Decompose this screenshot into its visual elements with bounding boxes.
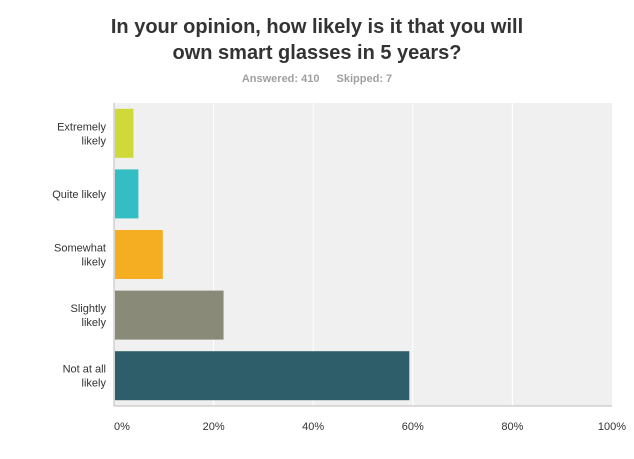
x-tick-label: 40%: [302, 421, 324, 433]
response-stats: Answered: 410 Skipped: 7: [0, 73, 634, 85]
answered-count: Answered: 410: [241, 73, 320, 85]
bar: [115, 230, 163, 279]
chart-title-line-1: In your opinion, how likely is it that y…: [110, 16, 524, 38]
y-category-label: Extremely: [57, 121, 106, 133]
y-category-label: Somewhat: [54, 243, 106, 255]
x-tick-label: 20%: [203, 421, 225, 433]
bar: [115, 108, 134, 158]
y-category-label: likely: [82, 317, 107, 329]
y-category-label: likely: [82, 378, 107, 390]
bar: [115, 290, 224, 340]
x-tick-label: 80%: [501, 421, 523, 433]
x-tick-label: 60%: [402, 421, 424, 433]
bar: [115, 351, 410, 401]
y-category-label: Quite likely: [52, 189, 106, 201]
skipped-count: Skipped: 7: [336, 73, 393, 85]
x-tick-label: 100%: [598, 421, 626, 433]
x-tick-label: 0%: [114, 421, 130, 433]
bar: [115, 169, 139, 219]
y-category-label: likely: [82, 257, 107, 269]
chart-title-line-2: own smart glasses in 5 years?: [172, 42, 462, 64]
y-category-label: likely: [82, 135, 107, 147]
chart-title: In your opinion, how likely is it that y…: [0, 14, 634, 66]
y-category-label: Not at all: [63, 364, 106, 376]
y-category-label: Slightly: [71, 303, 107, 315]
